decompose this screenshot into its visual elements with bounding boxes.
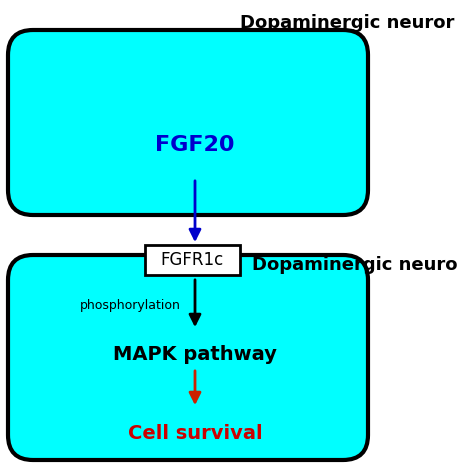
Text: Dopaminergic neuro: Dopaminergic neuro [252,256,457,274]
Text: FGFR1c: FGFR1c [160,251,224,269]
Text: MAPK pathway: MAPK pathway [113,345,277,364]
FancyBboxPatch shape [145,245,240,275]
FancyBboxPatch shape [8,255,368,460]
Text: FGF20: FGF20 [155,135,235,155]
Text: Dopaminergic neuror: Dopaminergic neuror [240,14,455,32]
FancyBboxPatch shape [8,30,368,215]
Text: phosphorylation: phosphorylation [80,299,181,311]
Text: Cell survival: Cell survival [128,424,262,443]
